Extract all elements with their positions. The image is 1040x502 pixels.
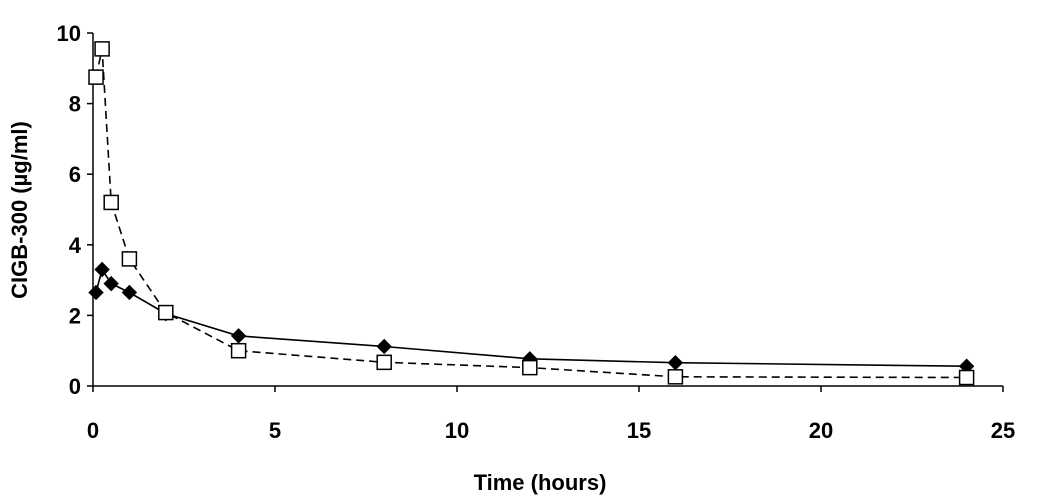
y-axis-title: CIGB-300 (µg/ml) <box>7 121 32 299</box>
square-point <box>94 41 110 57</box>
diamond-point <box>103 275 119 292</box>
square-point <box>158 304 174 321</box>
series-2 <box>88 41 975 386</box>
square-point <box>121 251 138 267</box>
axes: 0 2 4 6 8 10 0 5 10 15 20 25 <box>57 21 1016 443</box>
series-1 <box>88 261 975 374</box>
x-tick-label: 20 <box>809 418 833 443</box>
y-tick-label: 8 <box>69 92 81 117</box>
square-point <box>230 342 247 359</box>
series-1-line <box>95 267 967 367</box>
square-point <box>376 354 392 371</box>
diamond-point <box>88 284 104 301</box>
x-tick-label: 25 <box>991 418 1015 443</box>
x-tick-label: 0 <box>87 418 99 443</box>
x-tick-label: 15 <box>627 418 651 443</box>
square-point <box>88 69 104 85</box>
diamond-point <box>230 328 247 344</box>
y-tick-label: 2 <box>69 303 81 328</box>
y-tick-label: 4 <box>69 233 82 258</box>
square-point <box>522 359 538 376</box>
diamond-point <box>667 354 684 371</box>
diamond-point <box>94 261 110 278</box>
y-tick-label: 10 <box>57 21 81 46</box>
square-point <box>667 369 684 385</box>
x-tick-label: 5 <box>269 418 281 443</box>
square-point <box>958 369 975 386</box>
x-axis-title: Time (hours) <box>474 470 607 495</box>
x-tick-label: 10 <box>445 418 469 443</box>
series-layer <box>88 41 975 386</box>
y-tick-label: 6 <box>69 162 81 187</box>
diamond-point <box>376 338 392 355</box>
y-tick-label: 0 <box>69 374 81 399</box>
diamond-point <box>121 284 138 301</box>
square-point <box>103 194 119 211</box>
series-2-line <box>95 48 967 379</box>
